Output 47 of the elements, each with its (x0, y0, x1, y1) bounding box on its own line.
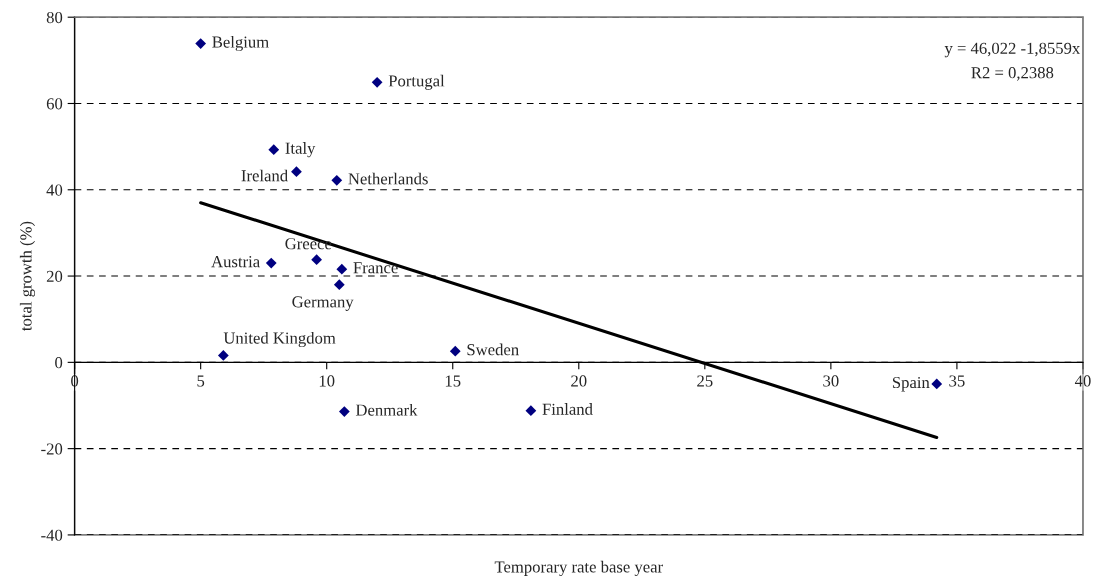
y-tick-label: 40 (46, 184, 63, 196)
annotation: Spain (892, 376, 930, 392)
annotation: Germany (292, 296, 354, 311)
y-tick-label: 0 (55, 357, 63, 369)
x-axis-title: Temporary rate base year (494, 560, 663, 576)
x-tick-label: 40 (1074, 375, 1091, 387)
point (217, 350, 229, 361)
point (333, 279, 345, 291)
annotation: Portugal (388, 74, 445, 90)
y-axis-title: total growth (%) (19, 221, 36, 331)
x-tick-label: 15 (445, 375, 461, 387)
annotation: y = 46,022 -1,8559x (944, 42, 1081, 58)
point (525, 405, 537, 417)
annotation: Sweden (467, 343, 519, 356)
y-tick-label: 20 (46, 270, 63, 283)
annotation: Greece (285, 238, 332, 250)
y-tick-label: -20 (41, 443, 63, 455)
point (195, 38, 207, 49)
annotation: Denmark (355, 403, 418, 416)
point (371, 76, 383, 88)
annotation: Austria (211, 256, 260, 268)
y-tick-label: 80 (46, 11, 63, 24)
point (331, 174, 343, 186)
x-tick-label: 20 (571, 375, 587, 387)
point (336, 263, 348, 275)
x-tick-label: 10 (319, 375, 335, 387)
annotation: France (353, 262, 398, 274)
x-tick-label: 5 (197, 375, 205, 387)
point (268, 144, 280, 156)
y-tick-label: -40 (41, 529, 63, 541)
point (931, 378, 943, 390)
annotation: Ireland (241, 169, 288, 182)
annotation: Netherlands (348, 172, 428, 185)
point (291, 166, 302, 178)
x-tick-label: 25 (697, 375, 713, 387)
annotation: R2 = 0,2388 (971, 67, 1054, 81)
annotation: Italy (285, 142, 316, 158)
x-tick-label: 30 (823, 375, 839, 387)
point (338, 406, 350, 417)
point (311, 254, 322, 266)
annotation: Belgium (212, 35, 269, 52)
x-tick-label: 35 (949, 375, 965, 387)
annotation: Finland (542, 403, 593, 415)
y-tick-label: 60 (46, 98, 63, 110)
point (449, 345, 461, 357)
annotation: United Kingdom (223, 331, 336, 348)
point (265, 257, 277, 269)
